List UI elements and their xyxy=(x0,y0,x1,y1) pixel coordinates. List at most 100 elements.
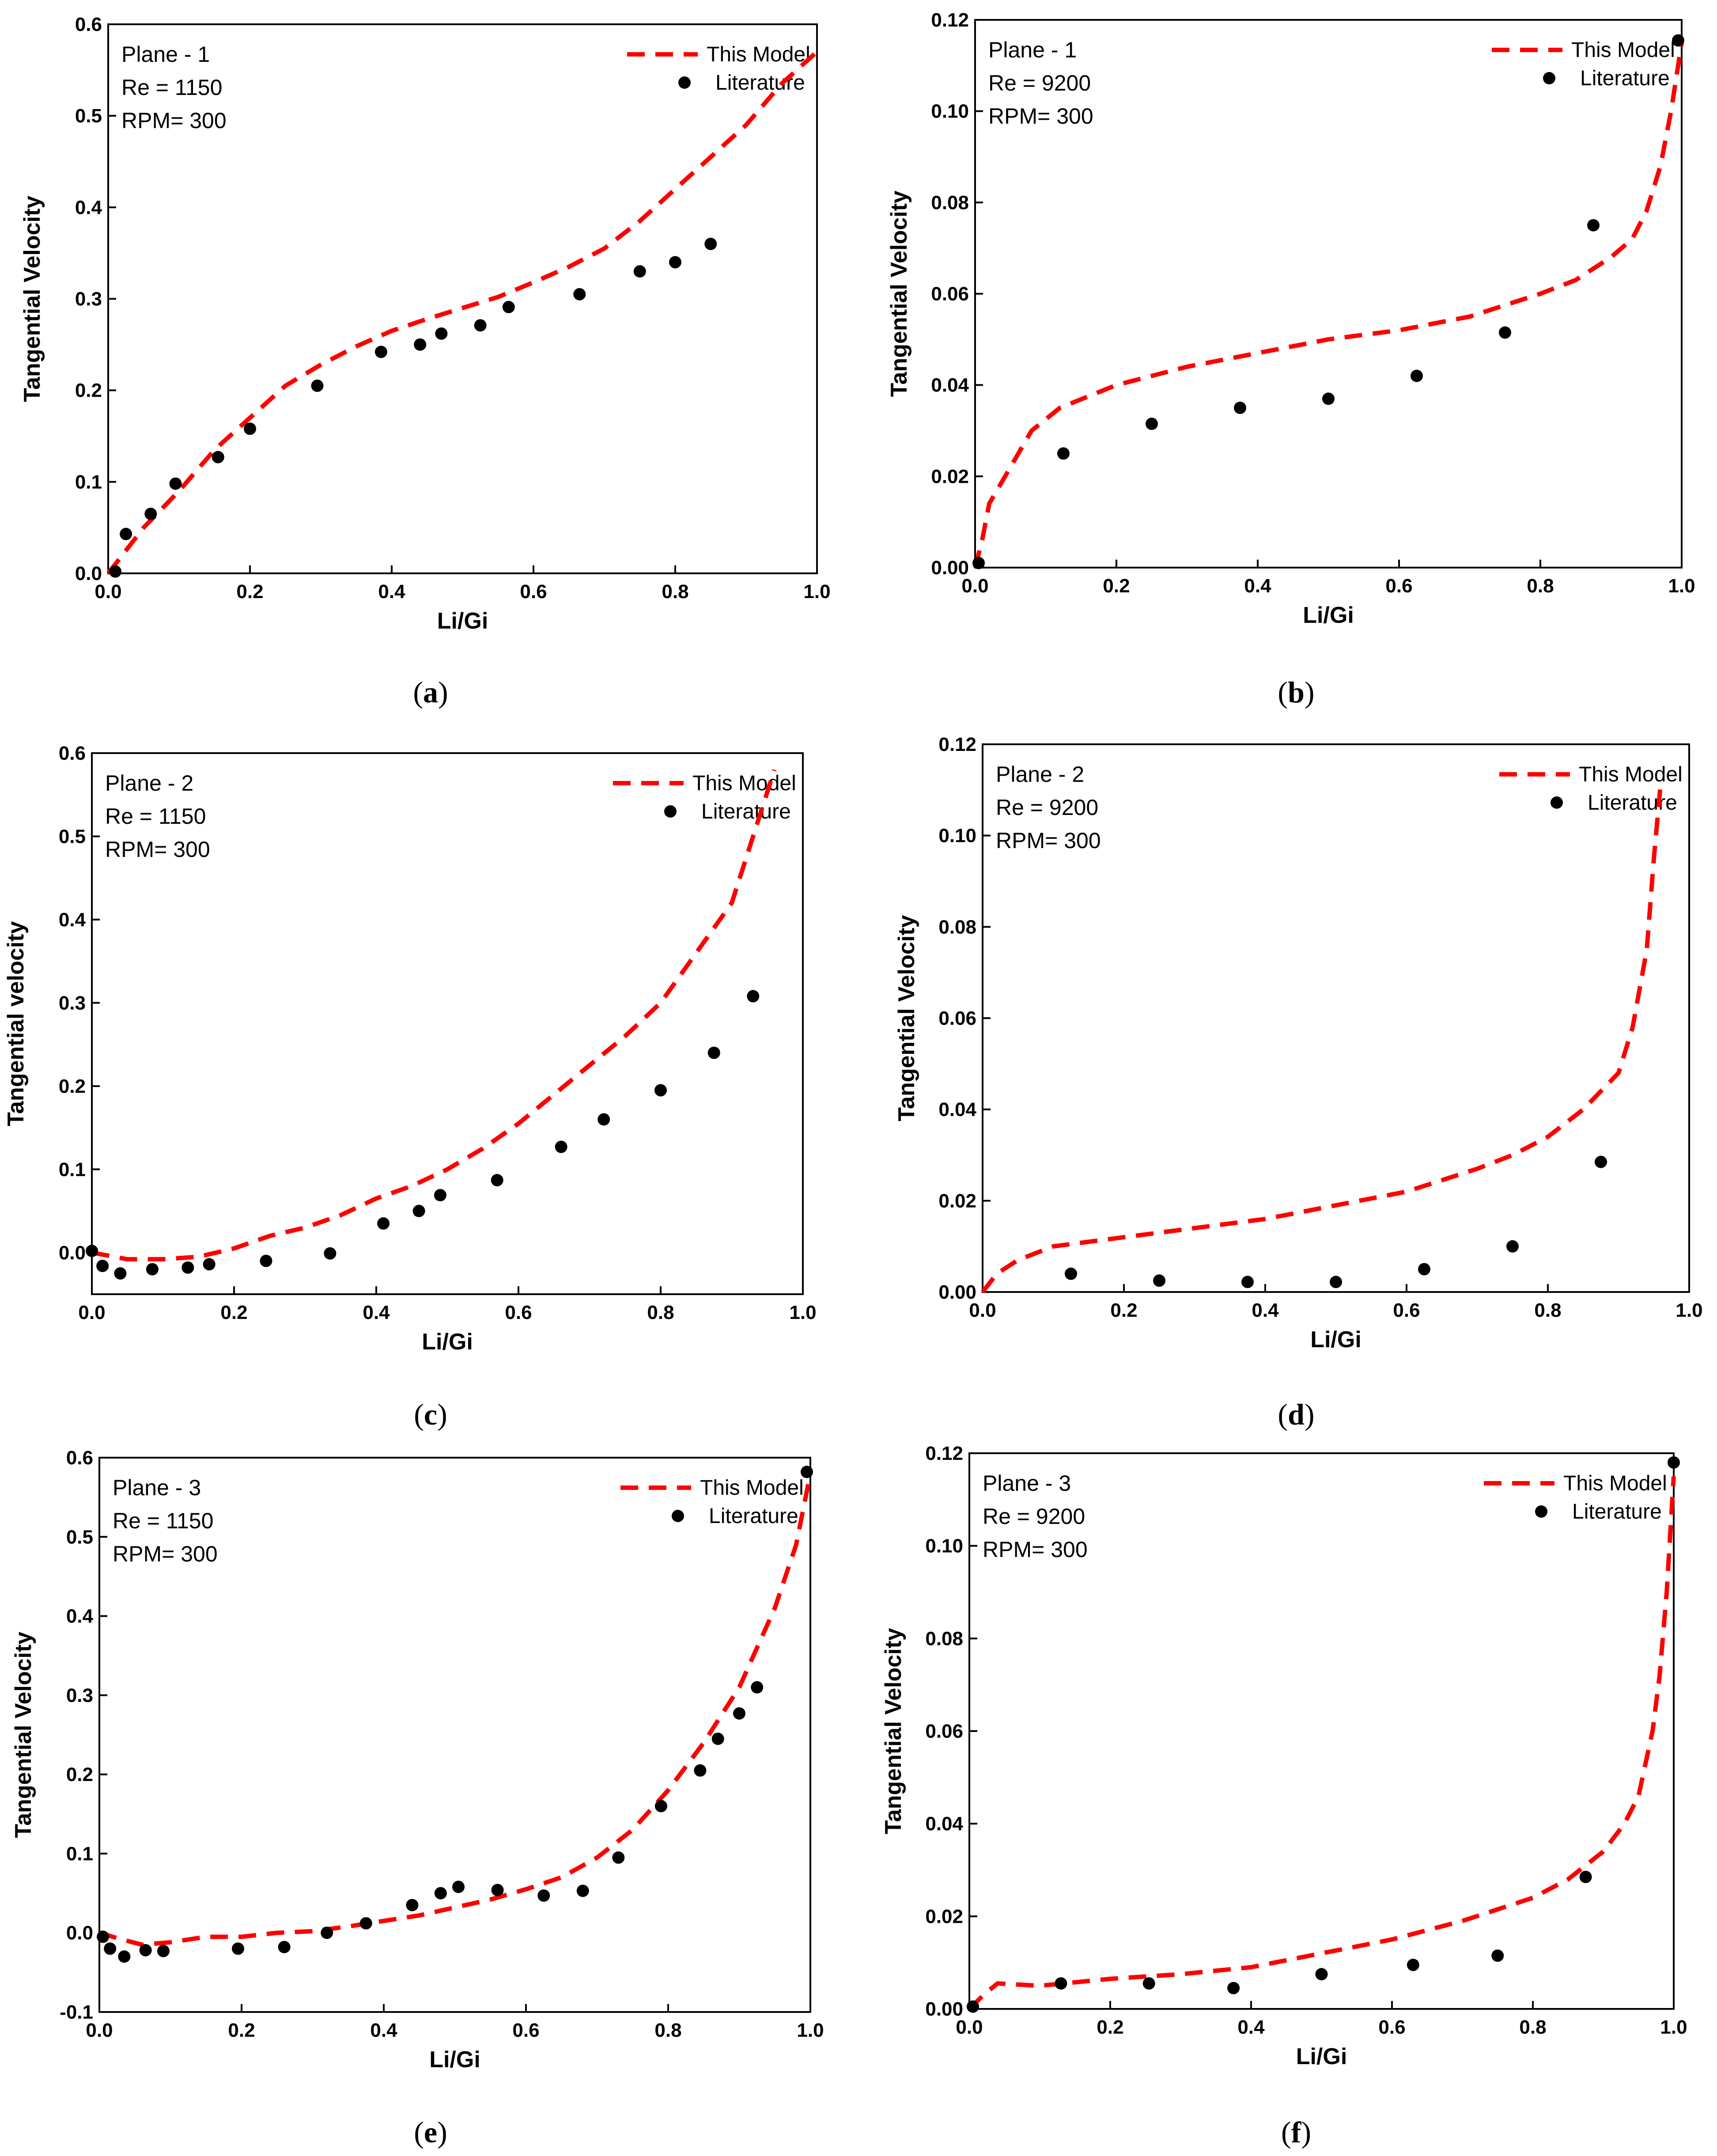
x-tick-label: 0.0 xyxy=(86,2020,113,2041)
legend-literature-swatch xyxy=(1551,796,1563,809)
literature-point xyxy=(612,1851,625,1864)
info-line: RPM= 300 xyxy=(113,1542,218,1566)
literature-point xyxy=(374,345,387,358)
plot-frame xyxy=(982,743,1690,1293)
y-axis-label: Tangential Velocity xyxy=(894,915,919,1121)
panel-caption: (e) xyxy=(414,2115,447,2149)
x-tick-label: 0.4 xyxy=(1237,2016,1265,2038)
x-axis-label: Li/Gi xyxy=(437,608,488,634)
legend-literature-label: Literature xyxy=(1580,67,1670,90)
y-axis-label: Tangential Velocity xyxy=(881,1628,906,1834)
y-tick-label: 0.3 xyxy=(66,1685,93,1706)
plot-frame xyxy=(974,19,1683,568)
literature-point xyxy=(412,1205,425,1217)
literature-point xyxy=(278,1940,291,1953)
literature-point xyxy=(1234,402,1246,414)
y-tick-label: 0.1 xyxy=(59,1159,86,1180)
literature-point xyxy=(1418,1263,1430,1276)
panel-caption: (d) xyxy=(1278,1398,1314,1431)
literature-point xyxy=(311,379,324,392)
y-tick-label: 0.2 xyxy=(59,1076,86,1097)
x-tick-label: 0.2 xyxy=(236,581,263,602)
y-tick-label: -0.1 xyxy=(60,2001,93,2023)
y-tick-label: 0.4 xyxy=(66,1606,94,1627)
info-line: Plane - 1 xyxy=(121,42,210,67)
literature-point xyxy=(203,1258,216,1271)
y-tick-label: 0.08 xyxy=(938,916,976,938)
literature-point xyxy=(1672,34,1684,47)
literature-point xyxy=(120,527,132,540)
literature-point xyxy=(633,265,646,278)
literature-point xyxy=(434,1887,447,1900)
y-axis-label: Tangential velocity xyxy=(3,921,29,1126)
y-tick-label: 0.2 xyxy=(75,380,102,402)
legend-model-label: This Model xyxy=(1571,38,1675,62)
plot-frame xyxy=(98,1457,811,2013)
legend-model-label: This Model xyxy=(1563,1472,1667,1495)
x-tick-label: 1.0 xyxy=(1660,2016,1687,2038)
x-tick-label: 0.6 xyxy=(1393,1300,1420,1321)
y-tick-label: 0.2 xyxy=(66,1764,93,1785)
panel-caption: (f) xyxy=(1281,2115,1311,2149)
legend-model-label: This Model xyxy=(700,1476,804,1500)
model-series-line xyxy=(91,769,777,1262)
x-tick-label: 0.4 xyxy=(363,1302,390,1323)
legend-literature-label: Literature xyxy=(1572,1500,1662,1523)
info-line: Plane - 1 xyxy=(988,38,1077,62)
x-tick-label: 0.8 xyxy=(1534,1300,1561,1321)
info-line: Re = 9200 xyxy=(988,71,1091,95)
info-line: RPM= 300 xyxy=(121,108,227,133)
x-tick-label: 0.0 xyxy=(956,2016,983,2038)
y-tick-label: 0.00 xyxy=(931,557,969,579)
x-tick-label: 0.8 xyxy=(1519,2016,1546,2038)
model-series-line xyxy=(973,42,1684,568)
x-tick-label: 0.6 xyxy=(1378,2016,1405,2038)
literature-point xyxy=(182,1261,194,1274)
literature-point xyxy=(1142,1977,1155,1990)
literature-point xyxy=(157,1944,170,1957)
info-line: RPM= 300 xyxy=(983,1537,1088,1562)
y-tick-label: 0.6 xyxy=(75,14,102,35)
literature-point xyxy=(1315,1968,1328,1981)
info-line: Re = 9200 xyxy=(983,1504,1085,1529)
literature-point xyxy=(1146,417,1158,430)
literature-point xyxy=(244,422,256,435)
y-tick-label: 0.02 xyxy=(925,1906,963,1927)
literature-point xyxy=(212,451,224,463)
literature-point xyxy=(169,477,182,490)
y-tick-label: 0.0 xyxy=(66,1922,93,1944)
literature-point xyxy=(146,1263,159,1276)
y-tick-label: 0.6 xyxy=(66,1447,93,1469)
x-tick-label: 0.2 xyxy=(1103,575,1130,597)
model-series-line xyxy=(981,781,1663,1294)
literature-point xyxy=(704,238,717,250)
literature-point xyxy=(1491,1949,1504,1962)
literature-point xyxy=(1241,1276,1254,1288)
literature-point xyxy=(654,1800,667,1812)
literature-point xyxy=(573,288,586,301)
legend-model-label: This Model xyxy=(1579,763,1683,786)
y-tick-label: 0.10 xyxy=(931,101,969,122)
x-tick-label: 0.4 xyxy=(1252,1300,1279,1321)
info-line: RPM= 300 xyxy=(996,828,1101,853)
literature-point xyxy=(751,1681,764,1694)
model-series-line xyxy=(98,1473,813,1947)
literature-point xyxy=(972,557,985,569)
literature-point xyxy=(1227,1982,1240,1994)
literature-point xyxy=(711,1732,724,1745)
x-tick-label: 0.2 xyxy=(1110,1300,1137,1321)
literature-point xyxy=(377,1217,390,1230)
y-tick-label: 0.12 xyxy=(931,9,969,31)
x-axis-label: Li/Gi xyxy=(1303,602,1354,628)
literature-point xyxy=(1506,1240,1519,1253)
literature-point xyxy=(114,1267,127,1280)
y-tick-label: 0.00 xyxy=(925,1998,963,2020)
legend-model-label: This Model xyxy=(692,772,796,795)
literature-point xyxy=(576,1884,589,1897)
legend-literature-swatch xyxy=(678,76,691,89)
literature-point xyxy=(359,1917,372,1930)
info-line: Plane - 2 xyxy=(105,771,193,796)
x-tick-label: 0.4 xyxy=(378,581,405,602)
y-tick-label: 0.00 xyxy=(938,1281,976,1303)
chart-panel-e: 0.0 0.2 0.4 0.6 0.8 1.0-0.10.00.10.20.30.40.5… xyxy=(11,1447,824,2149)
